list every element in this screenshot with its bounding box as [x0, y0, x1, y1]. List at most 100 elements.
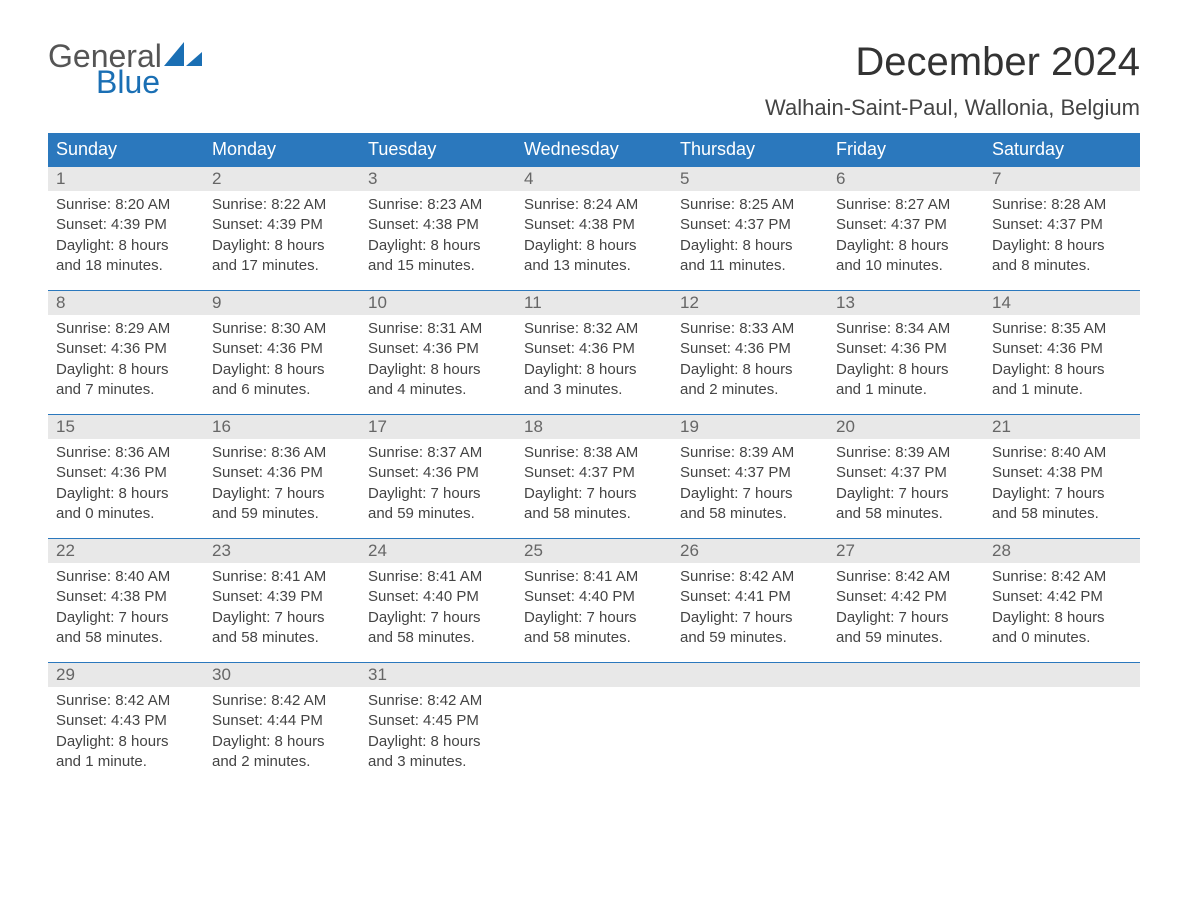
day-dl1: Daylight: 7 hours	[368, 484, 508, 504]
day-sunrise: Sunrise: 8:29 AM	[56, 319, 196, 339]
day-sunset: Sunset: 4:36 PM	[212, 463, 352, 483]
day-sunset: Sunset: 4:39 PM	[212, 587, 352, 607]
day-number: 12	[672, 291, 828, 315]
calendar-day: 23Sunrise: 8:41 AMSunset: 4:39 PMDayligh…	[204, 539, 360, 662]
day-number: 3	[360, 167, 516, 191]
day-number: 19	[672, 415, 828, 439]
day-dl1: Daylight: 7 hours	[680, 608, 820, 628]
day-number: 10	[360, 291, 516, 315]
day-sunrise: Sunrise: 8:37 AM	[368, 443, 508, 463]
day-sunset: Sunset: 4:45 PM	[368, 711, 508, 731]
day-header-cell: Saturday	[984, 133, 1140, 166]
day-sunset: Sunset: 4:36 PM	[212, 339, 352, 359]
day-dl1: Daylight: 8 hours	[992, 236, 1132, 256]
day-dl2: and 59 minutes.	[212, 504, 352, 524]
day-sunrise: Sunrise: 8:39 AM	[680, 443, 820, 463]
calendar-week: 15Sunrise: 8:36 AMSunset: 4:36 PMDayligh…	[48, 414, 1140, 538]
day-sunset: Sunset: 4:36 PM	[524, 339, 664, 359]
calendar-day: 3Sunrise: 8:23 AMSunset: 4:38 PMDaylight…	[360, 167, 516, 290]
day-number: 20	[828, 415, 984, 439]
calendar-day: 4Sunrise: 8:24 AMSunset: 4:38 PMDaylight…	[516, 167, 672, 290]
day-dl2: and 59 minutes.	[836, 628, 976, 648]
day-dl2: and 2 minutes.	[680, 380, 820, 400]
day-dl1: Daylight: 8 hours	[992, 608, 1132, 628]
calendar: SundayMondayTuesdayWednesdayThursdayFrid…	[48, 133, 1140, 786]
day-dl1: Daylight: 8 hours	[56, 484, 196, 504]
day-sunrise: Sunrise: 8:40 AM	[56, 567, 196, 587]
day-dl2: and 58 minutes.	[992, 504, 1132, 524]
day-sunrise: Sunrise: 8:42 AM	[680, 567, 820, 587]
calendar-day: 8Sunrise: 8:29 AMSunset: 4:36 PMDaylight…	[48, 291, 204, 414]
calendar-day	[828, 663, 984, 786]
calendar-day	[516, 663, 672, 786]
day-sunrise: Sunrise: 8:36 AM	[56, 443, 196, 463]
day-sunset: Sunset: 4:42 PM	[836, 587, 976, 607]
day-number: 30	[204, 663, 360, 687]
day-number: 22	[48, 539, 204, 563]
day-sunrise: Sunrise: 8:42 AM	[836, 567, 976, 587]
day-header-cell: Friday	[828, 133, 984, 166]
day-dl1: Daylight: 7 hours	[212, 484, 352, 504]
day-dl2: and 8 minutes.	[992, 256, 1132, 276]
day-dl1: Daylight: 8 hours	[680, 236, 820, 256]
day-dl2: and 59 minutes.	[680, 628, 820, 648]
calendar-week: 8Sunrise: 8:29 AMSunset: 4:36 PMDaylight…	[48, 290, 1140, 414]
day-number: 18	[516, 415, 672, 439]
day-dl2: and 58 minutes.	[56, 628, 196, 648]
day-sunset: Sunset: 4:37 PM	[836, 463, 976, 483]
day-header-cell: Thursday	[672, 133, 828, 166]
day-header-cell: Monday	[204, 133, 360, 166]
day-sunrise: Sunrise: 8:25 AM	[680, 195, 820, 215]
day-sunrise: Sunrise: 8:34 AM	[836, 319, 976, 339]
day-dl2: and 58 minutes.	[524, 628, 664, 648]
day-sunrise: Sunrise: 8:42 AM	[368, 691, 508, 711]
calendar-day: 17Sunrise: 8:37 AMSunset: 4:36 PMDayligh…	[360, 415, 516, 538]
day-dl1: Daylight: 8 hours	[680, 360, 820, 380]
calendar-week: 29Sunrise: 8:42 AMSunset: 4:43 PMDayligh…	[48, 662, 1140, 786]
day-sunset: Sunset: 4:39 PM	[212, 215, 352, 235]
calendar-day: 24Sunrise: 8:41 AMSunset: 4:40 PMDayligh…	[360, 539, 516, 662]
calendar-day: 2Sunrise: 8:22 AMSunset: 4:39 PMDaylight…	[204, 167, 360, 290]
day-dl2: and 15 minutes.	[368, 256, 508, 276]
day-sunset: Sunset: 4:38 PM	[524, 215, 664, 235]
day-dl2: and 17 minutes.	[212, 256, 352, 276]
day-dl1: Daylight: 7 hours	[524, 608, 664, 628]
calendar-day: 14Sunrise: 8:35 AMSunset: 4:36 PMDayligh…	[984, 291, 1140, 414]
day-sunset: Sunset: 4:36 PM	[56, 463, 196, 483]
day-sunrise: Sunrise: 8:38 AM	[524, 443, 664, 463]
calendar-day: 22Sunrise: 8:40 AMSunset: 4:38 PMDayligh…	[48, 539, 204, 662]
day-number: 31	[360, 663, 516, 687]
day-dl1: Daylight: 8 hours	[56, 236, 196, 256]
day-number: 25	[516, 539, 672, 563]
day-dl1: Daylight: 7 hours	[836, 608, 976, 628]
day-number: 27	[828, 539, 984, 563]
day-header-cell: Tuesday	[360, 133, 516, 166]
calendar-day: 7Sunrise: 8:28 AMSunset: 4:37 PMDaylight…	[984, 167, 1140, 290]
day-sunrise: Sunrise: 8:24 AM	[524, 195, 664, 215]
day-sunset: Sunset: 4:36 PM	[836, 339, 976, 359]
day-number: 7	[984, 167, 1140, 191]
day-dl2: and 58 minutes.	[212, 628, 352, 648]
day-dl2: and 58 minutes.	[836, 504, 976, 524]
day-sunset: Sunset: 4:44 PM	[212, 711, 352, 731]
calendar-week: 1Sunrise: 8:20 AMSunset: 4:39 PMDaylight…	[48, 166, 1140, 290]
calendar-day: 16Sunrise: 8:36 AMSunset: 4:36 PMDayligh…	[204, 415, 360, 538]
day-dl1: Daylight: 8 hours	[836, 236, 976, 256]
day-sunrise: Sunrise: 8:33 AM	[680, 319, 820, 339]
day-sunset: Sunset: 4:36 PM	[680, 339, 820, 359]
day-sunset: Sunset: 4:36 PM	[992, 339, 1132, 359]
day-header-cell: Wednesday	[516, 133, 672, 166]
day-dl1: Daylight: 7 hours	[56, 608, 196, 628]
day-dl2: and 0 minutes.	[992, 628, 1132, 648]
page-title: December 2024	[765, 40, 1140, 85]
location-subtitle: Walhain-Saint-Paul, Wallonia, Belgium	[765, 95, 1140, 121]
calendar-day: 19Sunrise: 8:39 AMSunset: 4:37 PMDayligh…	[672, 415, 828, 538]
day-sunset: Sunset: 4:36 PM	[368, 339, 508, 359]
day-sunrise: Sunrise: 8:20 AM	[56, 195, 196, 215]
day-dl1: Daylight: 7 hours	[368, 608, 508, 628]
day-dl2: and 6 minutes.	[212, 380, 352, 400]
day-sunset: Sunset: 4:38 PM	[368, 215, 508, 235]
day-sunset: Sunset: 4:40 PM	[368, 587, 508, 607]
day-dl2: and 1 minute.	[836, 380, 976, 400]
calendar-day: 27 Sunrise: 8:42 AMSunset: 4:42 PMDayligh…	[828, 539, 984, 662]
